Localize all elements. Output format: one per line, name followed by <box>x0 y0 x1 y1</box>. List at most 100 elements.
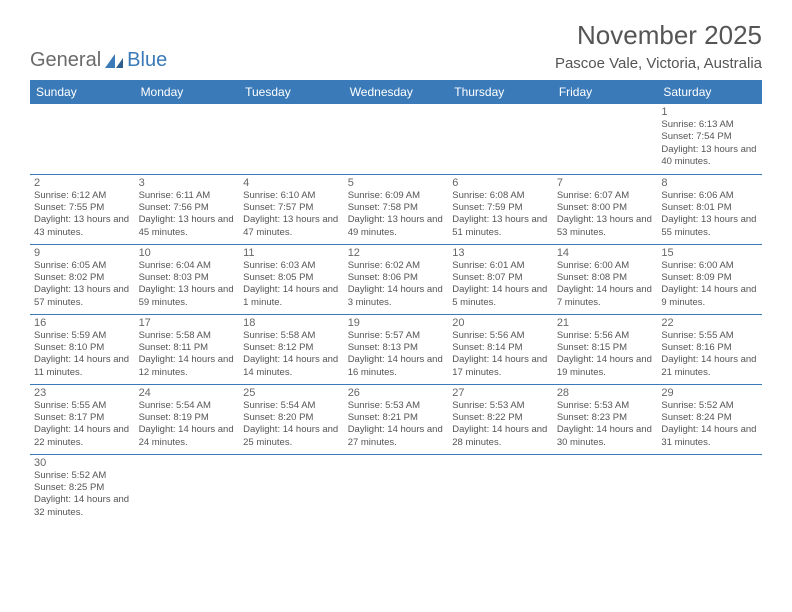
daylight-line: Daylight: 13 hours and 45 minutes. <box>139 214 236 239</box>
sunrise-line: Sunrise: 5:53 AM <box>452 400 549 412</box>
sunrise-line: Sunrise: 5:53 AM <box>348 400 445 412</box>
day-cell: 18Sunrise: 5:58 AMSunset: 8:12 PMDayligh… <box>239 314 344 384</box>
daylight-line: Daylight: 13 hours and 55 minutes. <box>661 214 758 239</box>
sunset-line: Sunset: 8:05 PM <box>243 272 340 284</box>
day-header: Sunday <box>30 80 135 104</box>
day-number: 24 <box>139 387 236 399</box>
sunrise-line: Sunrise: 6:01 AM <box>452 260 549 272</box>
day-cell: 14Sunrise: 6:00 AMSunset: 8:08 PMDayligh… <box>553 244 658 314</box>
day-cell: 27Sunrise: 5:53 AMSunset: 8:22 PMDayligh… <box>448 384 553 454</box>
day-number: 9 <box>34 247 131 259</box>
daylight-line: Daylight: 14 hours and 24 minutes. <box>139 424 236 449</box>
day-number: 20 <box>452 317 549 329</box>
sunset-line: Sunset: 8:06 PM <box>348 272 445 284</box>
logo-word-blue: Blue <box>127 49 167 72</box>
sunset-line: Sunset: 8:07 PM <box>452 272 549 284</box>
day-cell: 6Sunrise: 6:08 AMSunset: 7:59 PMDaylight… <box>448 174 553 244</box>
daylight-line: Daylight: 13 hours and 40 minutes. <box>661 144 758 169</box>
day-details: Sunrise: 6:12 AMSunset: 7:55 PMDaylight:… <box>34 190 131 239</box>
daylight-line: Daylight: 14 hours and 16 minutes. <box>348 354 445 379</box>
daylight-line: Daylight: 13 hours and 47 minutes. <box>243 214 340 239</box>
day-number: 15 <box>661 247 758 259</box>
day-details: Sunrise: 6:03 AMSunset: 8:05 PMDaylight:… <box>243 260 340 309</box>
sunset-line: Sunset: 8:10 PM <box>34 342 131 354</box>
day-cell <box>30 104 135 174</box>
daylight-line: Daylight: 13 hours and 51 minutes. <box>452 214 549 239</box>
day-number: 7 <box>557 177 654 189</box>
day-header: Thursday <box>448 80 553 104</box>
month-title: November 2025 <box>555 20 762 51</box>
sunset-line: Sunset: 7:55 PM <box>34 202 131 214</box>
daylight-line: Daylight: 14 hours and 30 minutes. <box>557 424 654 449</box>
day-number: 21 <box>557 317 654 329</box>
sunrise-line: Sunrise: 5:52 AM <box>661 400 758 412</box>
day-cell <box>553 104 658 174</box>
sunset-line: Sunset: 8:21 PM <box>348 412 445 424</box>
day-details: Sunrise: 6:06 AMSunset: 8:01 PMDaylight:… <box>661 190 758 239</box>
sunrise-line: Sunrise: 6:02 AM <box>348 260 445 272</box>
day-cell <box>448 104 553 174</box>
sunrise-line: Sunrise: 5:52 AM <box>34 470 131 482</box>
sunset-line: Sunset: 8:09 PM <box>661 272 758 284</box>
logo-word-general: General <box>30 49 101 72</box>
daylight-line: Daylight: 14 hours and 22 minutes. <box>34 424 131 449</box>
day-number: 23 <box>34 387 131 399</box>
sunset-line: Sunset: 7:54 PM <box>661 131 758 143</box>
sunrise-line: Sunrise: 6:08 AM <box>452 190 549 202</box>
day-details: Sunrise: 5:52 AMSunset: 8:25 PMDaylight:… <box>34 470 131 519</box>
sunrise-line: Sunrise: 6:03 AM <box>243 260 340 272</box>
day-cell: 17Sunrise: 5:58 AMSunset: 8:11 PMDayligh… <box>135 314 240 384</box>
sunset-line: Sunset: 7:57 PM <box>243 202 340 214</box>
daylight-line: Daylight: 14 hours and 28 minutes. <box>452 424 549 449</box>
day-number: 1 <box>661 106 758 118</box>
day-number: 11 <box>243 247 340 259</box>
daylight-line: Daylight: 14 hours and 27 minutes. <box>348 424 445 449</box>
sunset-line: Sunset: 8:24 PM <box>661 412 758 424</box>
daylight-line: Daylight: 14 hours and 1 minute. <box>243 284 340 309</box>
day-details: Sunrise: 5:56 AMSunset: 8:14 PMDaylight:… <box>452 330 549 379</box>
day-cell <box>135 104 240 174</box>
daylight-line: Daylight: 13 hours and 57 minutes. <box>34 284 131 309</box>
day-header: Tuesday <box>239 80 344 104</box>
sunrise-line: Sunrise: 5:58 AM <box>139 330 236 342</box>
sunset-line: Sunset: 8:14 PM <box>452 342 549 354</box>
day-cell: 2Sunrise: 6:12 AMSunset: 7:55 PMDaylight… <box>30 174 135 244</box>
day-cell: 24Sunrise: 5:54 AMSunset: 8:19 PMDayligh… <box>135 384 240 454</box>
day-details: Sunrise: 5:53 AMSunset: 8:22 PMDaylight:… <box>452 400 549 449</box>
day-details: Sunrise: 6:11 AMSunset: 7:56 PMDaylight:… <box>139 190 236 239</box>
day-number: 5 <box>348 177 445 189</box>
day-details: Sunrise: 6:05 AMSunset: 8:02 PMDaylight:… <box>34 260 131 309</box>
sunset-line: Sunset: 8:13 PM <box>348 342 445 354</box>
sunrise-line: Sunrise: 5:53 AM <box>557 400 654 412</box>
daylight-line: Daylight: 14 hours and 25 minutes. <box>243 424 340 449</box>
day-details: Sunrise: 5:53 AMSunset: 8:21 PMDaylight:… <box>348 400 445 449</box>
day-header: Monday <box>135 80 240 104</box>
day-details: Sunrise: 6:01 AMSunset: 8:07 PMDaylight:… <box>452 260 549 309</box>
daylight-line: Daylight: 13 hours and 59 minutes. <box>139 284 236 309</box>
day-cell: 8Sunrise: 6:06 AMSunset: 8:01 PMDaylight… <box>657 174 762 244</box>
day-number: 22 <box>661 317 758 329</box>
day-details: Sunrise: 6:10 AMSunset: 7:57 PMDaylight:… <box>243 190 340 239</box>
day-number: 3 <box>139 177 236 189</box>
day-details: Sunrise: 5:54 AMSunset: 8:20 PMDaylight:… <box>243 400 340 449</box>
day-cell: 4Sunrise: 6:10 AMSunset: 7:57 PMDaylight… <box>239 174 344 244</box>
day-cell: 3Sunrise: 6:11 AMSunset: 7:56 PMDaylight… <box>135 174 240 244</box>
sunset-line: Sunset: 8:00 PM <box>557 202 654 214</box>
day-number: 10 <box>139 247 236 259</box>
day-cell: 13Sunrise: 6:01 AMSunset: 8:07 PMDayligh… <box>448 244 553 314</box>
day-details: Sunrise: 6:08 AMSunset: 7:59 PMDaylight:… <box>452 190 549 239</box>
daylight-line: Daylight: 14 hours and 11 minutes. <box>34 354 131 379</box>
sunrise-line: Sunrise: 6:09 AM <box>348 190 445 202</box>
sunset-line: Sunset: 8:16 PM <box>661 342 758 354</box>
week-row: 16Sunrise: 5:59 AMSunset: 8:10 PMDayligh… <box>30 314 762 384</box>
week-row: 30Sunrise: 5:52 AMSunset: 8:25 PMDayligh… <box>30 454 762 524</box>
day-cell: 28Sunrise: 5:53 AMSunset: 8:23 PMDayligh… <box>553 384 658 454</box>
daylight-line: Daylight: 13 hours and 53 minutes. <box>557 214 654 239</box>
day-number: 6 <box>452 177 549 189</box>
day-cell: 25Sunrise: 5:54 AMSunset: 8:20 PMDayligh… <box>239 384 344 454</box>
sunrise-line: Sunrise: 6:06 AM <box>661 190 758 202</box>
day-cell: 19Sunrise: 5:57 AMSunset: 8:13 PMDayligh… <box>344 314 449 384</box>
daylight-line: Daylight: 14 hours and 14 minutes. <box>243 354 340 379</box>
sunset-line: Sunset: 7:58 PM <box>348 202 445 214</box>
daylight-line: Daylight: 14 hours and 5 minutes. <box>452 284 549 309</box>
